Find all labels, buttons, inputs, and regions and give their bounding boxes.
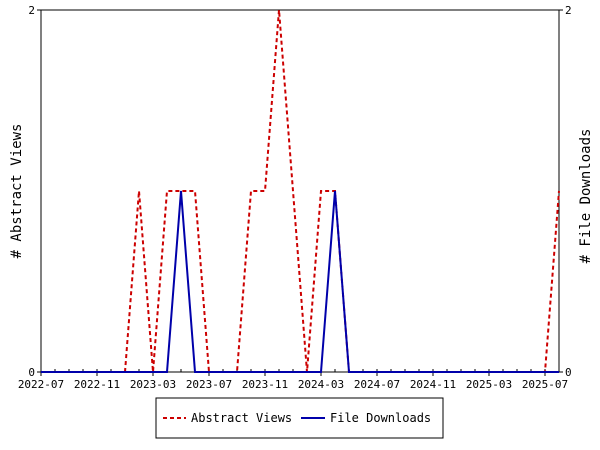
x-tick-label-0: 2022-07: [18, 378, 64, 391]
y-left-tick-label-1: 2: [28, 4, 35, 17]
x-tick-label-7: 2024-11: [410, 378, 456, 391]
legend: Abstract Views File Downloads: [155, 397, 444, 439]
x-tick-label-2: 2023-03: [130, 378, 176, 391]
x-tick-label-4: 2023-11: [242, 378, 288, 391]
y-axis-right-title: # File Downloads: [578, 129, 594, 264]
x-tick-label-6: 2024-07: [354, 378, 400, 391]
y-left-tick-label-0: 0: [28, 366, 35, 379]
x-tick-label-1: 2022-11: [74, 378, 120, 391]
legend-box: [155, 397, 444, 439]
y-right-tick-label-1: 2: [565, 4, 572, 17]
plot-area-frame: [40, 9, 560, 373]
legend-label-abstract-views: Abstract Views: [191, 411, 292, 425]
x-tick-label-9: 2025-07: [522, 378, 568, 391]
series-line-file-downloads: [41, 190, 559, 373]
x-tick-label-5: 2024-03: [298, 378, 344, 391]
chart-marks: 2022-07 2022-11 2023-03 2023-07 2023-11 2024-…: [18, 4, 572, 391]
x-tick-label-8: 2025-03: [466, 378, 512, 391]
x-tick-label-3: 2023-07: [186, 378, 232, 391]
y-axis-left-title: # Abstract Views: [9, 124, 25, 259]
y-right-tick-label-0: 0: [565, 366, 572, 379]
legend-label-file-downloads: File Downloads: [330, 411, 431, 425]
